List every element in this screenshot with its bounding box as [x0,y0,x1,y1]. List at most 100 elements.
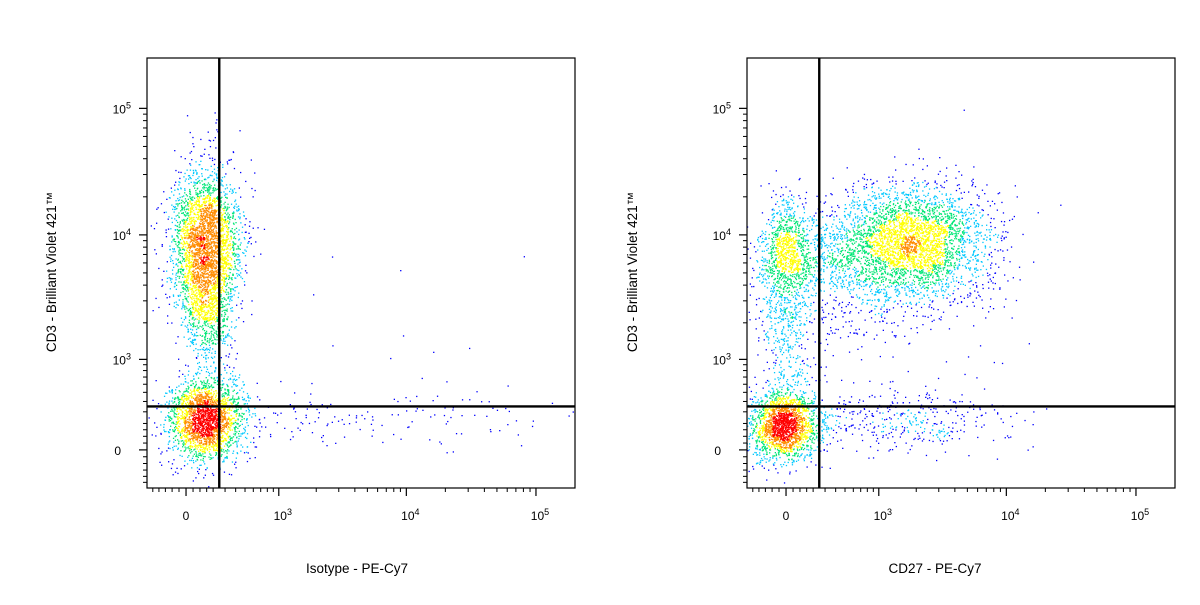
event-point [197,183,198,184]
event-point [183,305,184,306]
event-point [200,161,201,162]
event-point [183,442,184,443]
event-point [203,221,204,222]
event-point [200,300,201,301]
event-point [248,411,249,412]
event-point [196,296,197,297]
event-point [195,245,196,246]
event-point [524,256,525,257]
event-point [238,234,239,235]
event-point [211,353,212,354]
event-point [227,326,228,327]
event-point [180,437,181,438]
event-point [244,403,245,404]
event-point [205,169,206,170]
event-point [197,280,198,281]
event-point [200,335,201,336]
event-point [222,307,223,308]
event-point [225,207,226,208]
event-point [179,276,180,277]
event-point [181,404,182,405]
event-point [248,395,249,396]
event-point [230,217,231,218]
event-point [229,300,230,301]
event-point [187,325,188,326]
event-point [178,448,179,449]
event-point [247,397,248,398]
event-point [209,375,210,376]
event-point [209,207,210,208]
event-point [444,415,445,416]
event-point [191,393,192,394]
event-point [231,338,232,339]
event-point [182,201,183,202]
event-point [224,438,225,439]
event-point [186,282,187,283]
event-point [187,402,188,403]
event-point [202,449,203,450]
event-point [492,408,493,409]
event-point [207,394,208,395]
event-point [185,430,186,431]
event-point [244,452,245,453]
event-point [209,451,210,452]
event-point [190,411,191,412]
event-point [238,248,239,249]
event-point [192,380,193,381]
event-point [217,310,218,311]
event-point [182,414,183,415]
event-point [239,390,240,391]
event-point [217,205,218,206]
event-point [203,444,204,445]
event-point [198,205,199,206]
event-point [231,237,232,238]
event-point [192,217,193,218]
event-point [224,195,225,196]
event-point [212,270,213,271]
event-point [167,261,168,262]
event-point [216,210,217,211]
event-point [185,266,186,267]
event-point [180,433,181,434]
event-point [199,396,200,397]
event-point [188,275,189,276]
event-point [228,245,229,246]
event-point [189,266,190,267]
event-point [184,238,185,239]
event-point [236,416,237,417]
event-point [175,182,176,183]
event-point [208,274,209,275]
event-point [175,244,176,245]
event-point [255,446,256,447]
event-point [189,393,190,394]
event-point [215,288,216,289]
event-point [216,256,217,257]
event-point [216,401,217,402]
event-point [207,399,208,400]
event-point [142,447,143,448]
event-point [195,410,196,411]
event-point [172,429,173,430]
event-point [216,297,217,298]
event-point [193,307,194,308]
event-point [197,196,198,197]
event-point [247,446,248,447]
event-point [250,237,251,238]
event-point [322,404,323,405]
event-point [192,439,193,440]
event-point [240,408,241,409]
event-point [223,409,224,410]
event-point [171,390,172,391]
event-point [220,251,221,252]
event-point [202,168,203,169]
event-point [209,340,210,341]
event-point [181,308,182,309]
event-point [191,391,192,392]
event-point [306,415,307,416]
event-point [185,222,186,223]
event-point [207,311,208,312]
event-point [212,260,213,261]
event-point [203,301,204,302]
event-point [188,388,189,389]
event-point [189,316,190,317]
